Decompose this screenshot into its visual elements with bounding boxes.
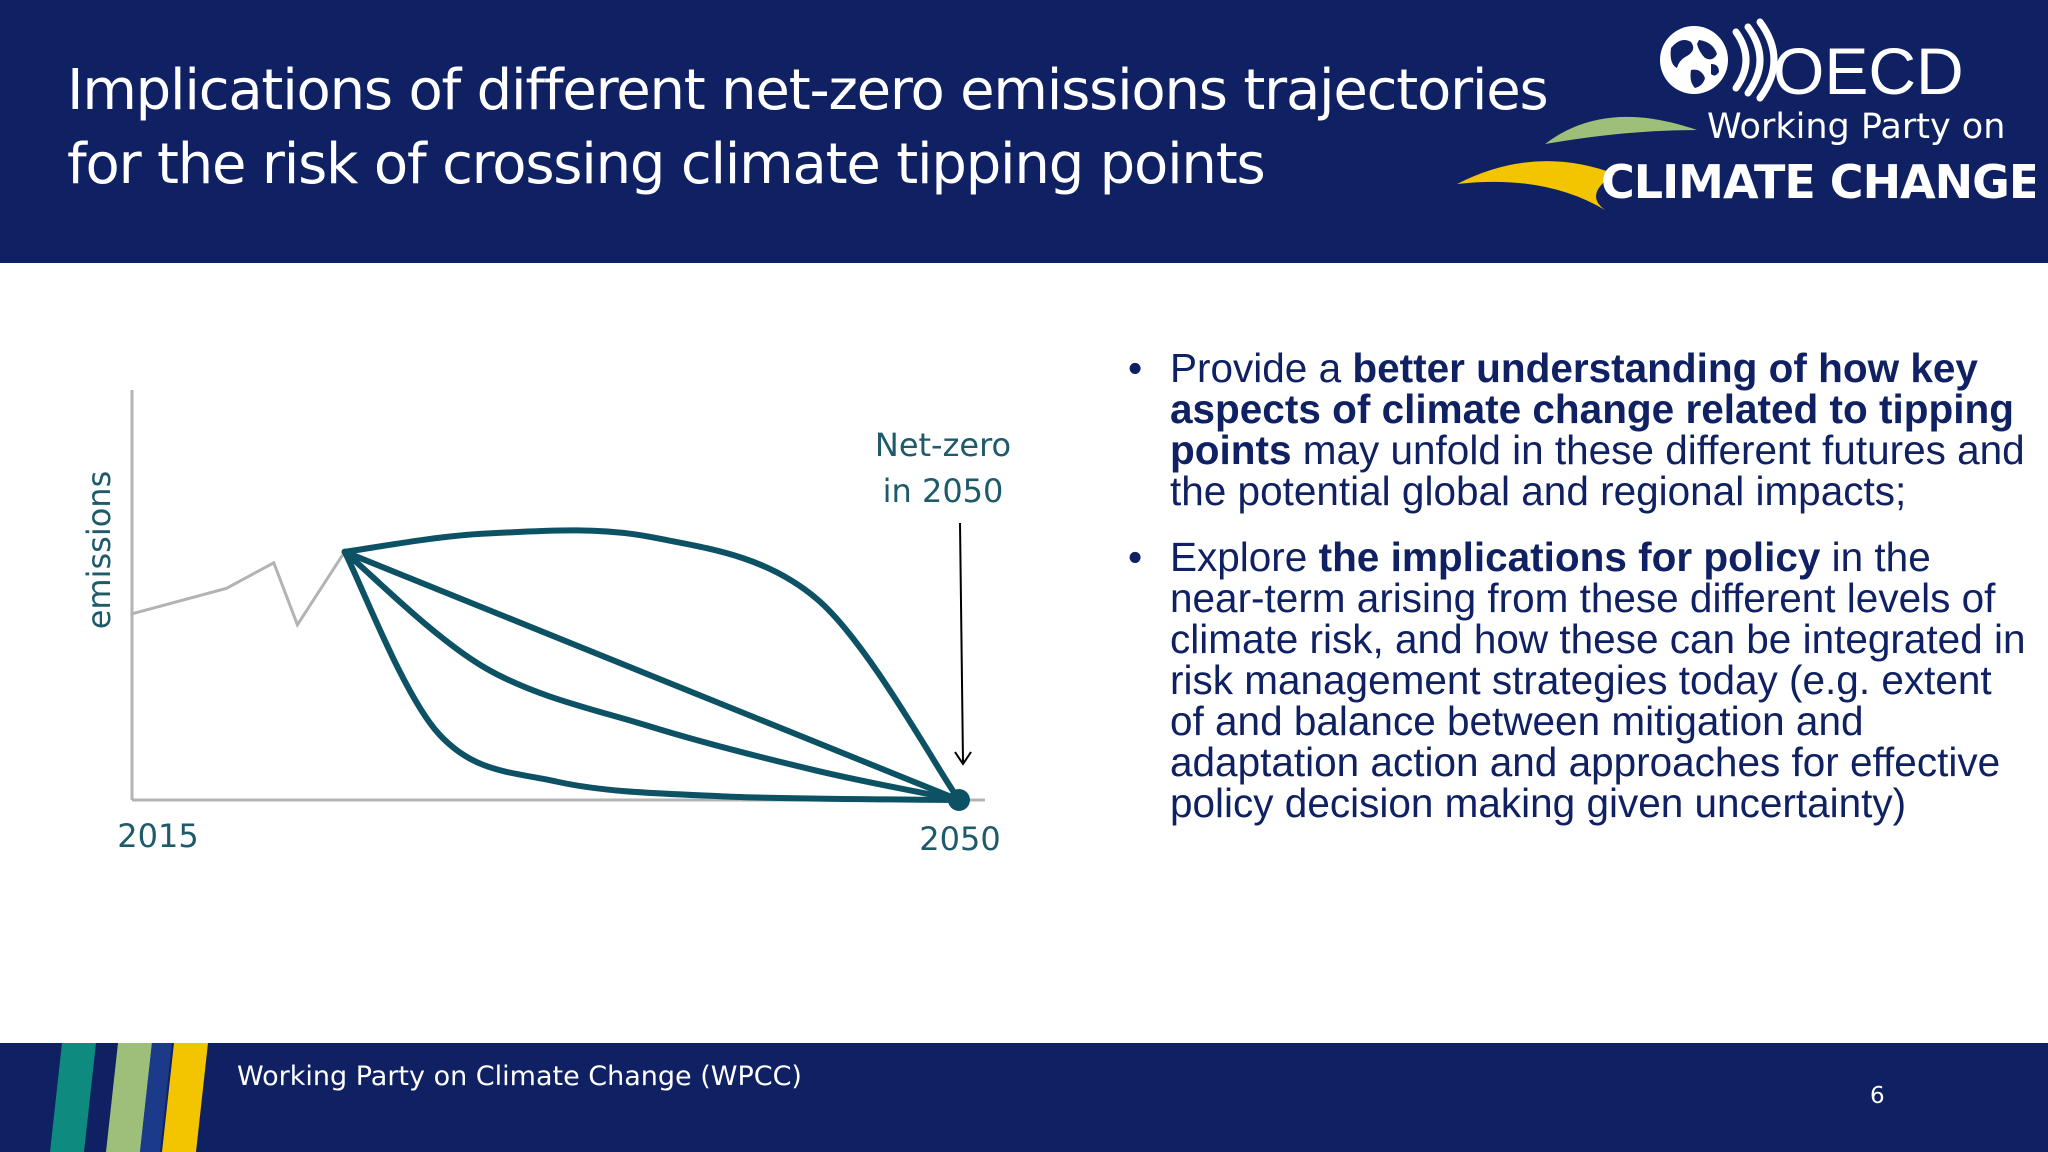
footer-stripes — [50, 1043, 208, 1152]
oecd-wordmark: OECD — [1773, 34, 1964, 108]
x-tick-label-start: 2015 — [117, 817, 198, 855]
title-line-2: for the risk of crossing climate tipping… — [67, 132, 1266, 197]
oecd-arcs-icon — [1732, 18, 1778, 102]
bullet-1-seg-3: may unfold in these different futures an… — [1170, 427, 2025, 514]
bullet-2-seg-1: Explore — [1170, 534, 1319, 580]
title-line-1: Implications of different net-zero emiss… — [67, 58, 1549, 123]
x-tick-label-end: 2050 — [919, 820, 1000, 858]
bullet-2-seg-3: in the near-term arising from these diff… — [1170, 534, 2026, 826]
bullet-item-2: • Explore the implications for policy in… — [1128, 537, 2028, 824]
trajectory-line-linear — [341, 548, 962, 803]
yellow-leaf-icon — [1457, 161, 1615, 210]
y-axis-label: emissions — [80, 471, 118, 630]
bullet-dot: • — [1128, 345, 1143, 391]
plot-area — [131, 527, 970, 811]
page-number: 6 — [1870, 1083, 1885, 1109]
annotation-line-2: in 2050 — [883, 472, 1004, 510]
trajectory-line-steep — [341, 548, 962, 803]
bullet-dot: • — [1128, 534, 1143, 580]
footer-bar: Working Party on Climate Change (WPCC) 6 — [0, 1043, 2048, 1152]
slide-title: Implications of different net-zero emiss… — [67, 54, 1587, 202]
trajectory-line-convex — [341, 548, 962, 803]
annotation-arrow — [954, 522, 972, 766]
bullet-item-1: • Provide a better understanding of how … — [1128, 348, 2028, 512]
logo-subtitle-2: CLIMATE CHANGE — [1601, 155, 2035, 209]
bullet-1-seg-1: Provide a — [1170, 345, 1353, 391]
trajectory-line-concave — [341, 527, 962, 803]
bullet-2-seg-2: the implications for policy — [1318, 534, 1821, 580]
bullet-list: • Provide a better understanding of how … — [1128, 348, 2028, 849]
oecd-globe-icon — [1660, 26, 1728, 94]
net-zero-endpoint-marker — [948, 789, 970, 811]
annotation-line-1: Net-zero — [875, 426, 1011, 464]
historical-emissions-line — [131, 550, 346, 629]
green-leaf-icon — [1545, 116, 1697, 144]
bullet-1-seg-2: better understanding of how key aspects … — [1170, 345, 2014, 473]
logo-subtitle-1: Working Party on — [1707, 107, 2005, 147]
emissions-trajectory-chart: emissions 2015 2050 Net-zero in 2050 — [80, 390, 1011, 858]
oecd-wpcc-logo: OECD Working Party on CLIMATE CHANGE — [1457, 18, 2035, 210]
header-bar: Implications of different net-zero emiss… — [0, 0, 2048, 263]
footer-text: Working Party on Climate Change (WPCC) — [237, 1061, 802, 1092]
